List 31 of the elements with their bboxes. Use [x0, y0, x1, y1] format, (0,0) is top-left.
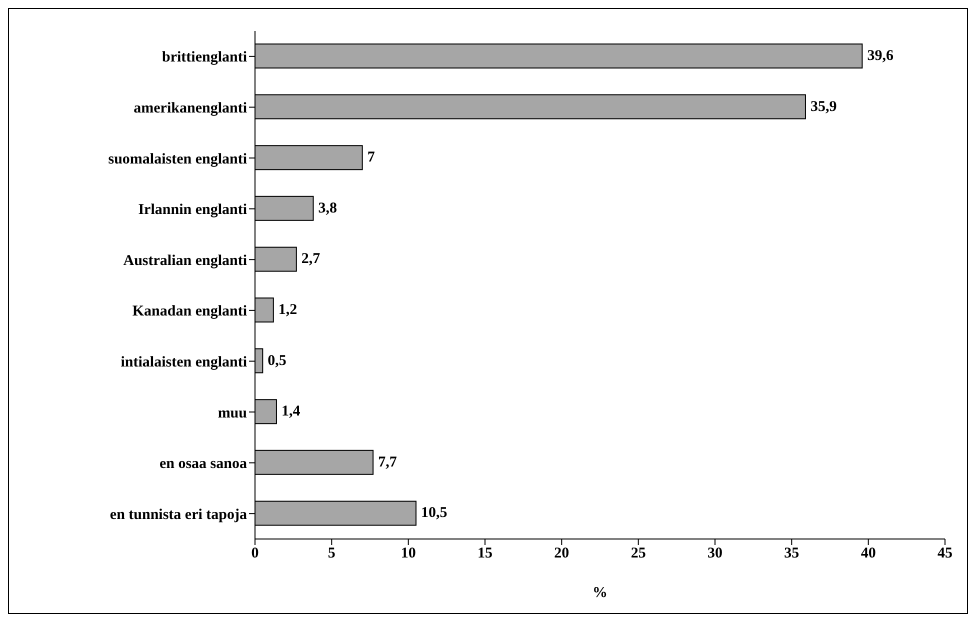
y-tick-label: Kanadan englanti [132, 304, 247, 320]
x-tick-label: 45 [938, 546, 952, 562]
x-tick-label: 20 [554, 546, 570, 562]
y-tick-label: en osaa sanoa [159, 456, 248, 472]
x-tick-label: 15 [478, 546, 492, 562]
data-label: 35,9 [810, 98, 837, 115]
x-tick-label: 10 [400, 546, 416, 562]
y-tick-label: suomalaisten englanti [108, 151, 247, 168]
data-label: 39,6 [867, 48, 894, 64]
x-tick-label: 35 [784, 546, 800, 562]
x-tick-label: 5 [328, 546, 336, 562]
data-label: 1,4 [281, 404, 301, 420]
data-label: 7,7 [378, 454, 398, 470]
data-label: 10,5 [421, 505, 448, 522]
data-label: 2,7 [301, 251, 321, 268]
y-tick-label: Irlannin englanti [138, 202, 247, 218]
y-tick-label: Australian englanti [123, 252, 247, 269]
y-tick-label: intialaisten englanti [120, 354, 247, 371]
x-tick-label: 25 [630, 546, 646, 562]
data-label: 7 [367, 150, 376, 166]
data-label: 0,5 [268, 352, 286, 369]
y-tick-label: muu [218, 405, 247, 422]
y-tick-label: brittienglanti [162, 50, 247, 66]
y-tick-label: en tunnista eri tapoja [110, 506, 248, 523]
x-tick-label: 40 [860, 546, 876, 562]
data-label: 3,8 [318, 200, 338, 216]
x-tick-label: 30 [708, 546, 722, 562]
x-axis-title: % [592, 585, 608, 601]
y-tick-label: amerikanenglanti [134, 100, 247, 117]
x-tick-label: 0 [251, 546, 259, 562]
data-label: 1,2 [278, 302, 298, 318]
